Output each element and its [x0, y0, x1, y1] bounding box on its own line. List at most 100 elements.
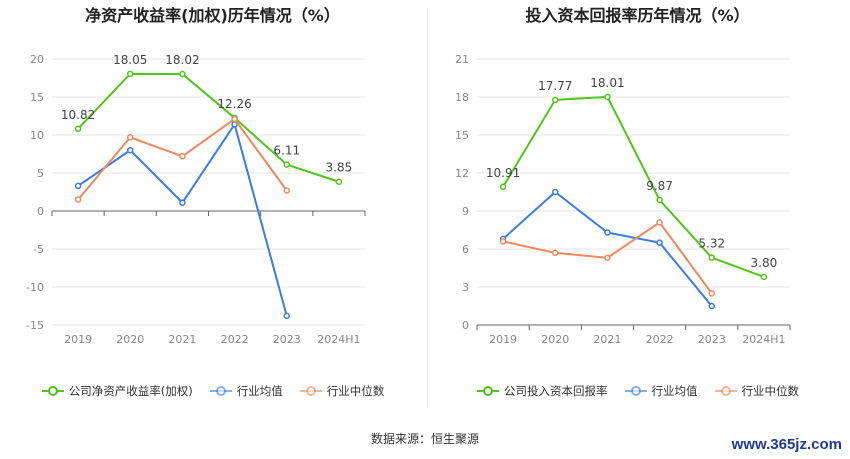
legend-label: 行业均值 — [236, 384, 283, 398]
data-label: 10.82 — [61, 108, 95, 122]
legend-label: 行业中位数 — [326, 384, 385, 398]
x-tick-label: 2021 — [168, 333, 196, 346]
data-label: 3.85 — [326, 161, 353, 175]
roic-chart-title: 投入资本回报率历年情况（%） — [525, 6, 750, 25]
data-point — [656, 196, 663, 204]
series-line-0 — [502, 95, 765, 278]
y-tick-label: 5 — [37, 167, 44, 180]
data-label: 5.32 — [698, 237, 725, 251]
data-label: 6.11 — [273, 144, 300, 158]
site-watermark: www.365jz.com — [731, 436, 842, 453]
roic-chart-plot: 21 18 15 12 9 6 3 0 2019 2020 2021 2022 2023 2024H1 10… — [455, 53, 791, 346]
data-point — [552, 249, 559, 257]
data-point — [335, 178, 343, 185]
data-point — [283, 187, 290, 194]
data-point — [283, 312, 290, 320]
y-tick-label: 12 — [455, 167, 469, 180]
legend-item[interactable]: 公司投入资本回报率 — [476, 383, 608, 399]
data-point — [708, 254, 715, 261]
legend-swatch-icon — [477, 386, 499, 396]
data-label: 18.02 — [165, 53, 199, 67]
roe-chart-plot: 20 15 10 5 0 -5 -10 -15 2019 2020 2021 2022 2023 2024… — [26, 53, 366, 346]
series-line-0 — [77, 72, 340, 183]
data-label: 9.87 — [646, 179, 673, 193]
data-point — [499, 183, 507, 191]
data-point — [74, 125, 82, 133]
x-tick-label: 2024H1 — [317, 333, 360, 346]
data-point — [179, 199, 186, 206]
y-tick-label: -10 — [26, 281, 44, 294]
y-tick-label: 3 — [462, 281, 469, 294]
data-label: 17.77 — [538, 79, 572, 93]
legend-label: 公司净资产收益率(加权) — [68, 384, 193, 398]
data-point — [604, 229, 611, 236]
legend-item[interactable]: 行业中位数 — [714, 383, 800, 399]
data-label: 18.01 — [590, 76, 624, 90]
roic-chart-legend: 公司投入资本回报率 行业均值 行业中位数 — [425, 383, 850, 399]
data-label: 12.26 — [217, 97, 251, 111]
y-tick-label: 18 — [455, 91, 469, 104]
y-tick-label: -5 — [33, 243, 44, 256]
legend-swatch-icon — [714, 386, 737, 396]
data-point — [231, 115, 238, 123]
data-point — [760, 273, 768, 281]
legend-swatch-icon — [41, 386, 64, 396]
y-tick-label: 21 — [455, 53, 469, 66]
data-point — [179, 70, 186, 78]
data-point — [708, 302, 715, 310]
x-tick-label: 2020 — [116, 333, 144, 346]
y-tick-label: -15 — [26, 319, 44, 332]
data-point — [552, 96, 559, 104]
x-tick-label: 2021 — [593, 333, 621, 346]
legend-swatch-icon — [299, 386, 322, 396]
legend-label: 公司投入资本回报率 — [504, 384, 608, 398]
legend-item[interactable]: 行业中位数 — [299, 383, 385, 399]
data-source-note: 数据来源：恒生聚源 — [370, 432, 479, 446]
data-point — [708, 290, 715, 297]
panel-divider — [427, 8, 428, 408]
legend-item[interactable]: 公司净资产收益率(加权) — [41, 383, 193, 399]
data-point — [127, 70, 134, 78]
data-label: 3.80 — [751, 256, 778, 270]
y-tick-label: 6 — [462, 243, 469, 256]
y-tick-label: 20 — [30, 53, 44, 66]
x-tick-label: 2023 — [698, 333, 726, 346]
legend-swatch-icon — [209, 386, 232, 396]
data-point — [656, 219, 663, 226]
roe-chart-panel: 净资产收益率(加权)历年情况（%） 20 15 10 5 0 -5 -10 -15 2019 20… — [0, 0, 425, 410]
data-point — [656, 239, 663, 246]
data-point — [604, 254, 611, 262]
legend-label: 行业均值 — [651, 384, 698, 398]
x-tick-label: 2024H1 — [742, 333, 785, 346]
x-tick-label: 2020 — [541, 333, 569, 346]
data-label: 18.05 — [113, 53, 147, 67]
data-point — [179, 153, 186, 160]
data-point — [552, 188, 559, 196]
data-point — [283, 161, 290, 168]
y-tick-label: 15 — [455, 129, 469, 142]
legend-item[interactable]: 行业均值 — [209, 383, 283, 399]
y-tick-label: 9 — [462, 205, 469, 218]
data-label: 10.91 — [486, 166, 520, 180]
legend-item[interactable]: 行业均值 — [624, 383, 698, 399]
data-point — [74, 196, 82, 203]
data-point — [604, 93, 611, 101]
y-tick-label: 15 — [30, 91, 44, 104]
data-point — [127, 146, 134, 154]
x-tick-label: 2022 — [221, 333, 249, 346]
data-point — [74, 182, 82, 190]
data-point — [127, 134, 134, 141]
y-tick-label: 10 — [30, 129, 44, 142]
x-tick-label: 2023 — [273, 333, 301, 346]
legend-swatch-icon — [624, 386, 647, 396]
x-tick-label: 2019 — [64, 333, 92, 346]
y-tick-label: 0 — [37, 205, 44, 218]
legend-label: 行业中位数 — [741, 384, 800, 398]
x-tick-label: 2019 — [489, 333, 517, 346]
roe-chart-title: 净资产收益率(加权)历年情况（%） — [85, 6, 340, 25]
roic-chart-panel: 投入资本回报率历年情况（%） 21 18 15 12 9 6 3 0 2019 2020 2021 2… — [425, 0, 850, 410]
y-tick-label: 0 — [462, 319, 469, 332]
x-tick-label: 2022 — [646, 333, 674, 346]
roe-chart-legend: 公司净资产收益率(加权) 行业均值 行业中位数 — [0, 383, 425, 399]
data-point — [499, 238, 507, 245]
